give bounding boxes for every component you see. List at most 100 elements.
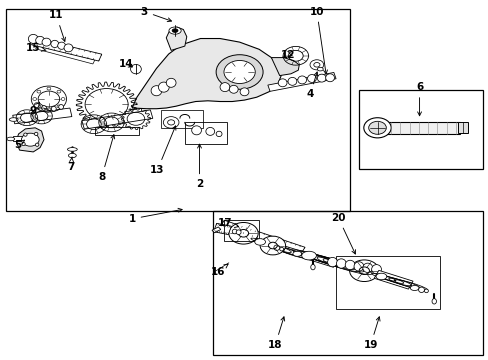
Bar	[386, 122, 459, 134]
Ellipse shape	[51, 107, 56, 111]
Ellipse shape	[317, 74, 325, 82]
Circle shape	[21, 133, 39, 146]
Text: 11: 11	[49, 10, 65, 41]
Bar	[95, 127, 139, 135]
Ellipse shape	[301, 251, 316, 260]
Text: 7: 7	[67, 157, 75, 172]
Bar	[184, 122, 227, 144]
Ellipse shape	[292, 251, 301, 256]
Ellipse shape	[297, 76, 306, 84]
Ellipse shape	[191, 126, 201, 135]
Ellipse shape	[409, 285, 418, 291]
Ellipse shape	[158, 82, 169, 92]
Ellipse shape	[58, 42, 65, 49]
Text: 1: 1	[128, 208, 182, 224]
Ellipse shape	[166, 78, 176, 87]
Polygon shape	[271, 58, 299, 76]
Ellipse shape	[424, 289, 427, 293]
Ellipse shape	[310, 264, 314, 270]
Ellipse shape	[287, 77, 296, 85]
Polygon shape	[36, 45, 95, 64]
Ellipse shape	[28, 34, 38, 43]
Ellipse shape	[35, 143, 39, 146]
Ellipse shape	[371, 265, 381, 274]
Ellipse shape	[34, 103, 39, 107]
Text: 19: 19	[363, 317, 379, 350]
Polygon shape	[211, 227, 221, 233]
Bar	[457, 122, 468, 133]
Text: 5: 5	[14, 140, 24, 150]
Ellipse shape	[172, 29, 178, 32]
Text: 8: 8	[98, 135, 115, 182]
Ellipse shape	[325, 74, 334, 82]
Circle shape	[224, 60, 255, 84]
Text: 16: 16	[210, 264, 227, 277]
Bar	[336, 256, 439, 309]
Polygon shape	[16, 128, 44, 152]
Text: 18: 18	[267, 317, 284, 350]
Ellipse shape	[278, 79, 286, 87]
Ellipse shape	[7, 137, 15, 141]
Text: 3: 3	[141, 6, 171, 22]
Polygon shape	[373, 270, 412, 289]
Ellipse shape	[254, 239, 265, 245]
Ellipse shape	[59, 104, 63, 109]
Ellipse shape	[336, 259, 346, 268]
Ellipse shape	[353, 262, 363, 271]
Ellipse shape	[375, 273, 386, 280]
Ellipse shape	[169, 27, 181, 34]
Ellipse shape	[240, 88, 248, 96]
Circle shape	[260, 236, 285, 255]
Ellipse shape	[317, 67, 323, 71]
Ellipse shape	[41, 106, 46, 111]
Polygon shape	[132, 39, 281, 109]
Ellipse shape	[418, 287, 424, 292]
Ellipse shape	[327, 257, 337, 267]
Text: 14: 14	[119, 59, 133, 69]
Circle shape	[363, 118, 390, 138]
Ellipse shape	[232, 229, 237, 234]
Ellipse shape	[229, 85, 238, 93]
Polygon shape	[13, 136, 28, 141]
Circle shape	[368, 121, 386, 134]
Bar	[224, 220, 259, 241]
Text: 6: 6	[415, 82, 422, 116]
Text: 13: 13	[150, 126, 176, 175]
Polygon shape	[267, 72, 335, 91]
Text: 4: 4	[305, 72, 317, 99]
Ellipse shape	[42, 38, 51, 46]
Ellipse shape	[23, 133, 27, 136]
Ellipse shape	[36, 36, 44, 44]
Polygon shape	[283, 247, 336, 267]
Ellipse shape	[307, 75, 316, 82]
Text: 20: 20	[330, 213, 355, 254]
Bar	[212, 211, 482, 355]
Ellipse shape	[130, 64, 141, 74]
Ellipse shape	[34, 132, 38, 135]
Ellipse shape	[236, 230, 241, 235]
Bar	[359, 90, 482, 169]
Ellipse shape	[51, 40, 59, 48]
Ellipse shape	[216, 131, 222, 136]
Circle shape	[228, 222, 258, 244]
Polygon shape	[213, 223, 231, 235]
Bar	[6, 9, 349, 211]
Ellipse shape	[67, 148, 77, 151]
Bar	[161, 110, 203, 128]
Polygon shape	[81, 110, 153, 129]
Ellipse shape	[21, 142, 25, 145]
Polygon shape	[32, 38, 102, 61]
Text: 17: 17	[217, 218, 238, 228]
Ellipse shape	[205, 127, 214, 135]
Ellipse shape	[345, 260, 354, 270]
Polygon shape	[166, 27, 186, 50]
Ellipse shape	[362, 263, 372, 273]
Ellipse shape	[64, 44, 73, 52]
Ellipse shape	[9, 118, 18, 121]
Text: 2: 2	[196, 144, 203, 189]
Ellipse shape	[151, 86, 162, 96]
Polygon shape	[13, 108, 72, 124]
Circle shape	[349, 260, 378, 282]
Circle shape	[216, 55, 263, 89]
Ellipse shape	[68, 153, 76, 158]
